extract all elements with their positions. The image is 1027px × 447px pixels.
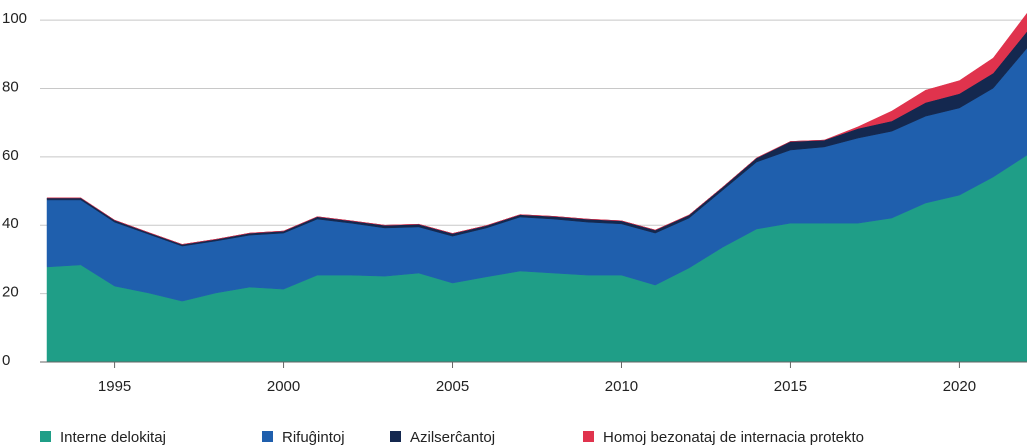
- legend-label: Interne delokitaj: [60, 429, 166, 446]
- area: [47, 12, 1027, 245]
- legend-label: Homoj bezonataj de internacia protekto: [603, 429, 864, 446]
- y-tick-label: 60: [2, 147, 19, 164]
- x-tick-label: 2010: [605, 378, 638, 395]
- y-tick-label: 0: [2, 352, 10, 369]
- x-tick-label: 2000: [267, 378, 300, 395]
- y-tick-label: 100: [2, 10, 27, 27]
- y-tick-label: 80: [2, 78, 19, 95]
- y-tick-label: 20: [2, 284, 19, 301]
- legend-swatch: [262, 431, 273, 442]
- legend-label: Rifuĝintoj: [282, 429, 345, 446]
- legend-swatch: [390, 431, 401, 442]
- y-tick-label: 40: [2, 215, 19, 232]
- legend-label: Azilserĉantoj: [410, 429, 495, 446]
- x-tick-label: 1995: [98, 378, 131, 395]
- x-tick-label: 2005: [436, 378, 469, 395]
- legend-swatch: [583, 431, 594, 442]
- legend-swatch: [40, 431, 51, 442]
- x-tick-label: 2020: [943, 378, 976, 395]
- x-tick-label: 2015: [774, 378, 807, 395]
